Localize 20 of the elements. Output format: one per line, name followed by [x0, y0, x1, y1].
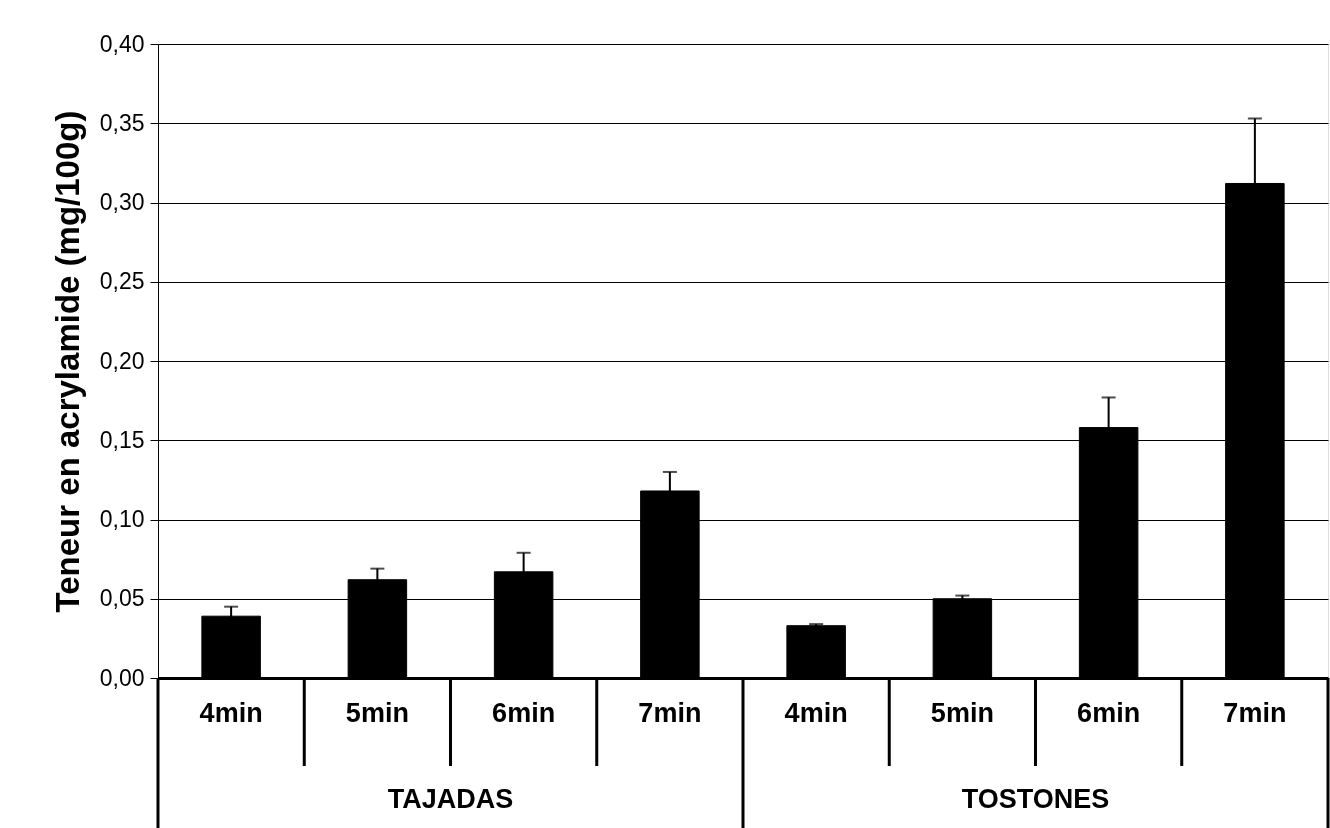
y-tick-label: 0,25	[99, 268, 145, 295]
y-tick-label: 0,05	[99, 585, 145, 612]
y-tick-label: 0,10	[99, 506, 145, 532]
text: TOSTONES	[961, 784, 1110, 814]
y-tick-label: 0,40	[99, 30, 145, 57]
x-tick-label: 7min	[638, 697, 702, 728]
text: TAJADAS	[387, 784, 514, 814]
x-tick-label: 4min	[199, 697, 263, 728]
y-tick-label: 0,20	[99, 347, 145, 374]
x-tick-label: 4min	[784, 697, 848, 728]
x-tick-label: 7min	[1223, 697, 1287, 728]
y-tick-label: 0,00	[99, 664, 145, 691]
x-tick-label: 5min	[930, 697, 994, 728]
x-tick-label: 6min	[1077, 697, 1141, 728]
y-tick-label: 0,30	[99, 189, 145, 215]
y-axis-title: Teneur en acrylamide (mg/100g)	[48, 110, 86, 613]
x-tick-label: 5min	[345, 697, 409, 728]
y-tick-label: 0,15	[99, 426, 145, 453]
y-tick-label: 0,35	[99, 109, 145, 136]
x-tick-label: 6min	[492, 697, 556, 728]
